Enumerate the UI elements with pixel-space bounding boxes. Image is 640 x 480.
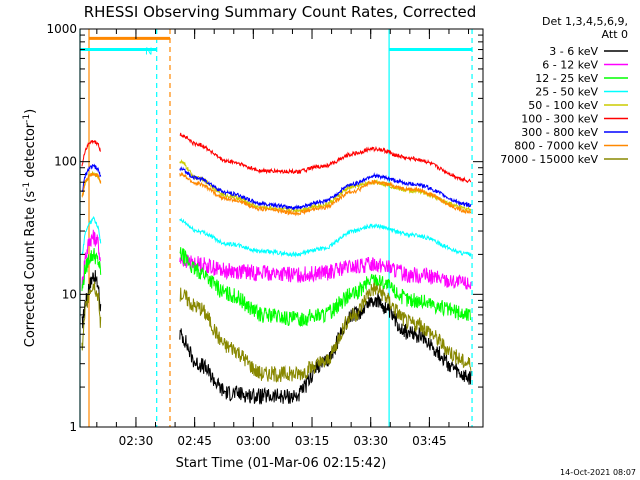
series-12---25-kev	[81, 247, 472, 327]
series-line	[179, 166, 472, 211]
y-label-part-3: )	[23, 109, 38, 114]
y-axis: 1 10 100 1000	[46, 22, 483, 434]
series-800---7000-kev	[81, 171, 472, 217]
legend-label: 7000 - 15000 keV	[500, 153, 598, 166]
x-tick-label: 03:45	[412, 434, 447, 448]
legend-header-line-2: Att 0	[602, 28, 628, 41]
series-line	[179, 247, 472, 327]
legend-label: 6 - 12 keV	[542, 59, 598, 72]
plot-layer: N	[79, 29, 473, 427]
series-3---6-kev	[81, 270, 472, 405]
y-axis-label: Corrected Count Rate (s-1 detector-1)	[22, 109, 38, 347]
legend-label: 800 - 7000 keV	[514, 140, 598, 153]
legend-header-line-1: Det 1,3,4,5,6,9,	[542, 15, 628, 28]
y-tick-label: 10	[62, 287, 77, 301]
chart-title: RHESSI Observing Summary Count Rates, Co…	[84, 3, 477, 21]
y-tick-label: 100	[54, 155, 77, 169]
x-tick-label: 03:30	[353, 434, 388, 448]
x-axis-label: Start Time (01-Mar-06 02:15:42)	[176, 456, 387, 471]
x-tick-label: 02:45	[177, 434, 212, 448]
footer-timestamp: 14-Oct-2021 08:07	[560, 468, 636, 477]
series-line	[81, 270, 102, 329]
series-line	[179, 282, 472, 383]
series-line	[81, 247, 102, 292]
series-line	[81, 172, 102, 198]
plot-frame	[79, 28, 484, 428]
series-line	[179, 171, 472, 217]
legend-label: 25 - 50 keV	[535, 86, 598, 99]
series-line	[179, 292, 472, 405]
series-line	[81, 139, 101, 167]
y-label-part-2: detector	[23, 122, 38, 182]
series-6---12-kev	[81, 229, 472, 290]
x-tick-label: 03:00	[236, 434, 271, 448]
x-tick-label: 02:30	[119, 434, 154, 448]
x-tick-label: 03:15	[295, 434, 330, 448]
y-label-part-1: Corrected Count Rate (s	[23, 191, 38, 348]
series-line	[81, 215, 102, 256]
series-line	[81, 281, 102, 351]
series-7000---15000-kev	[81, 281, 472, 383]
series-25---50-kev	[81, 215, 472, 258]
series-line	[81, 163, 102, 193]
legend-label: 100 - 300 keV	[521, 113, 598, 126]
series-line	[179, 132, 472, 184]
legend-label: 50 - 100 keV	[528, 99, 598, 112]
band-marker-label: N	[145, 47, 152, 58]
legend-label: 300 - 800 keV	[521, 126, 598, 139]
series-line	[179, 217, 472, 258]
series-line	[81, 229, 101, 290]
y-label-superscript-2: -1	[22, 114, 32, 123]
y-tick-label: 1	[69, 420, 77, 434]
series-line	[179, 254, 472, 290]
series-300---800-kev	[81, 163, 472, 211]
y-tick-label: 1000	[46, 22, 77, 36]
y-label-superscript-1: -1	[22, 182, 32, 191]
x-axis: 02:30 02:45 03:00 03:15 03:30 03:45	[96, 29, 470, 448]
legend-label: 12 - 25 keV	[535, 72, 598, 85]
legend-label: 3 - 6 keV	[549, 45, 598, 58]
series-100---300-kev	[81, 132, 472, 184]
